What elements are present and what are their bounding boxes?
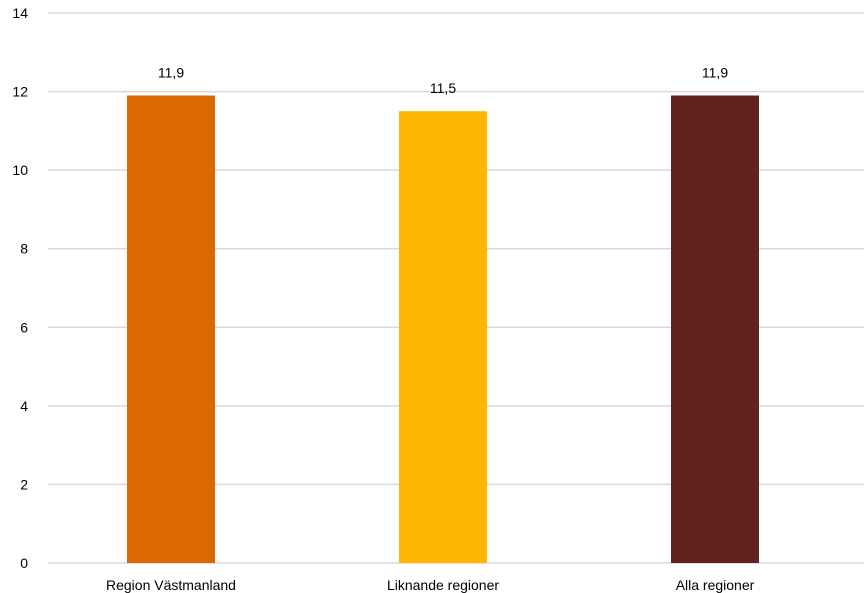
bar xyxy=(671,95,759,563)
y-tick-label: 4 xyxy=(20,398,28,414)
y-axis-tick-labels: 0 2 4 6 8 10 12 14 xyxy=(12,5,28,571)
data-label: 11,5 xyxy=(430,80,456,96)
data-labels: 11,9 11,5 11,9 xyxy=(158,65,728,97)
y-tick-label: 2 xyxy=(20,476,28,492)
y-tick-label: 14 xyxy=(12,5,28,21)
bar xyxy=(399,111,487,563)
y-tick-label: 8 xyxy=(20,241,28,257)
bars xyxy=(127,95,759,563)
category-label: Region Västmanland xyxy=(106,577,236,593)
category-label: Liknande regioner xyxy=(387,577,499,593)
y-tick-label: 6 xyxy=(20,319,28,335)
y-tick-label: 0 xyxy=(20,555,28,571)
data-label: 11,9 xyxy=(702,65,728,81)
bar xyxy=(127,95,215,563)
y-tick-label: 10 xyxy=(12,162,28,178)
x-axis-category-labels: Region Västmanland Liknande regioner Alla … xyxy=(106,577,755,593)
y-tick-label: 12 xyxy=(12,84,28,100)
data-label: 11,9 xyxy=(158,65,184,81)
category-label: Alla regioner xyxy=(676,577,755,593)
